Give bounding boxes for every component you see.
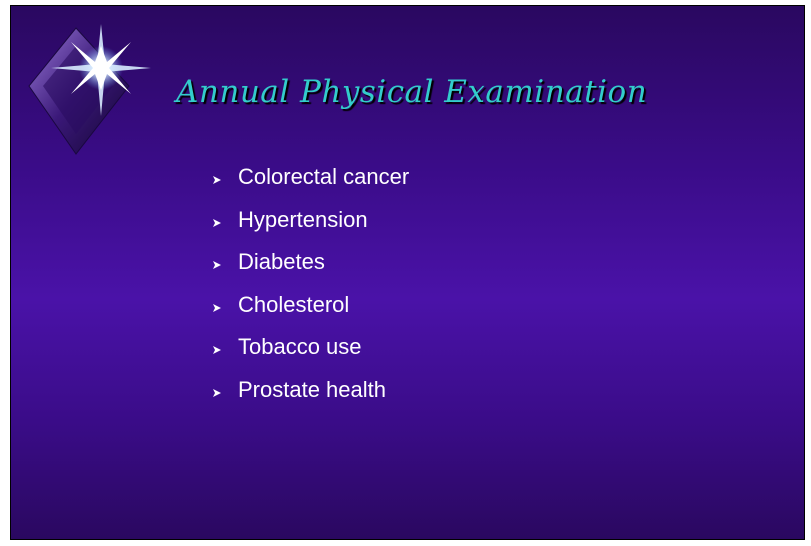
bullet-arrow-shape [213,176,221,184]
bullet-text: Cholesterol [238,292,349,318]
bullet-text: Tobacco use [238,334,362,360]
slide-title: Annual Physical Examination [176,74,647,110]
bullet-text: Hypertension [238,207,368,233]
bullet-arrow [211,174,223,186]
bullet-arrow [211,217,223,229]
bullet-arrow [211,302,223,314]
bullet-text: Colorectal cancer [238,164,409,190]
star-diamond-logo [11,6,161,166]
bullet-arrow-shape [213,261,221,269]
bullet-text: Diabetes [238,249,325,275]
bullet-text: Prostate health [238,377,386,403]
bullet-arrow [211,259,223,271]
bullet-arrow-shape [213,219,221,227]
bullet-arrow [211,387,223,399]
page: Annual Physical Examination Colorectal c… [0,0,811,546]
bullet-arrow-shape [213,304,221,312]
slide: Annual Physical Examination Colorectal c… [10,5,805,540]
bullet-arrow [211,344,223,356]
bullet-arrow-shape [213,389,221,397]
bullet-arrow-shape [213,346,221,354]
